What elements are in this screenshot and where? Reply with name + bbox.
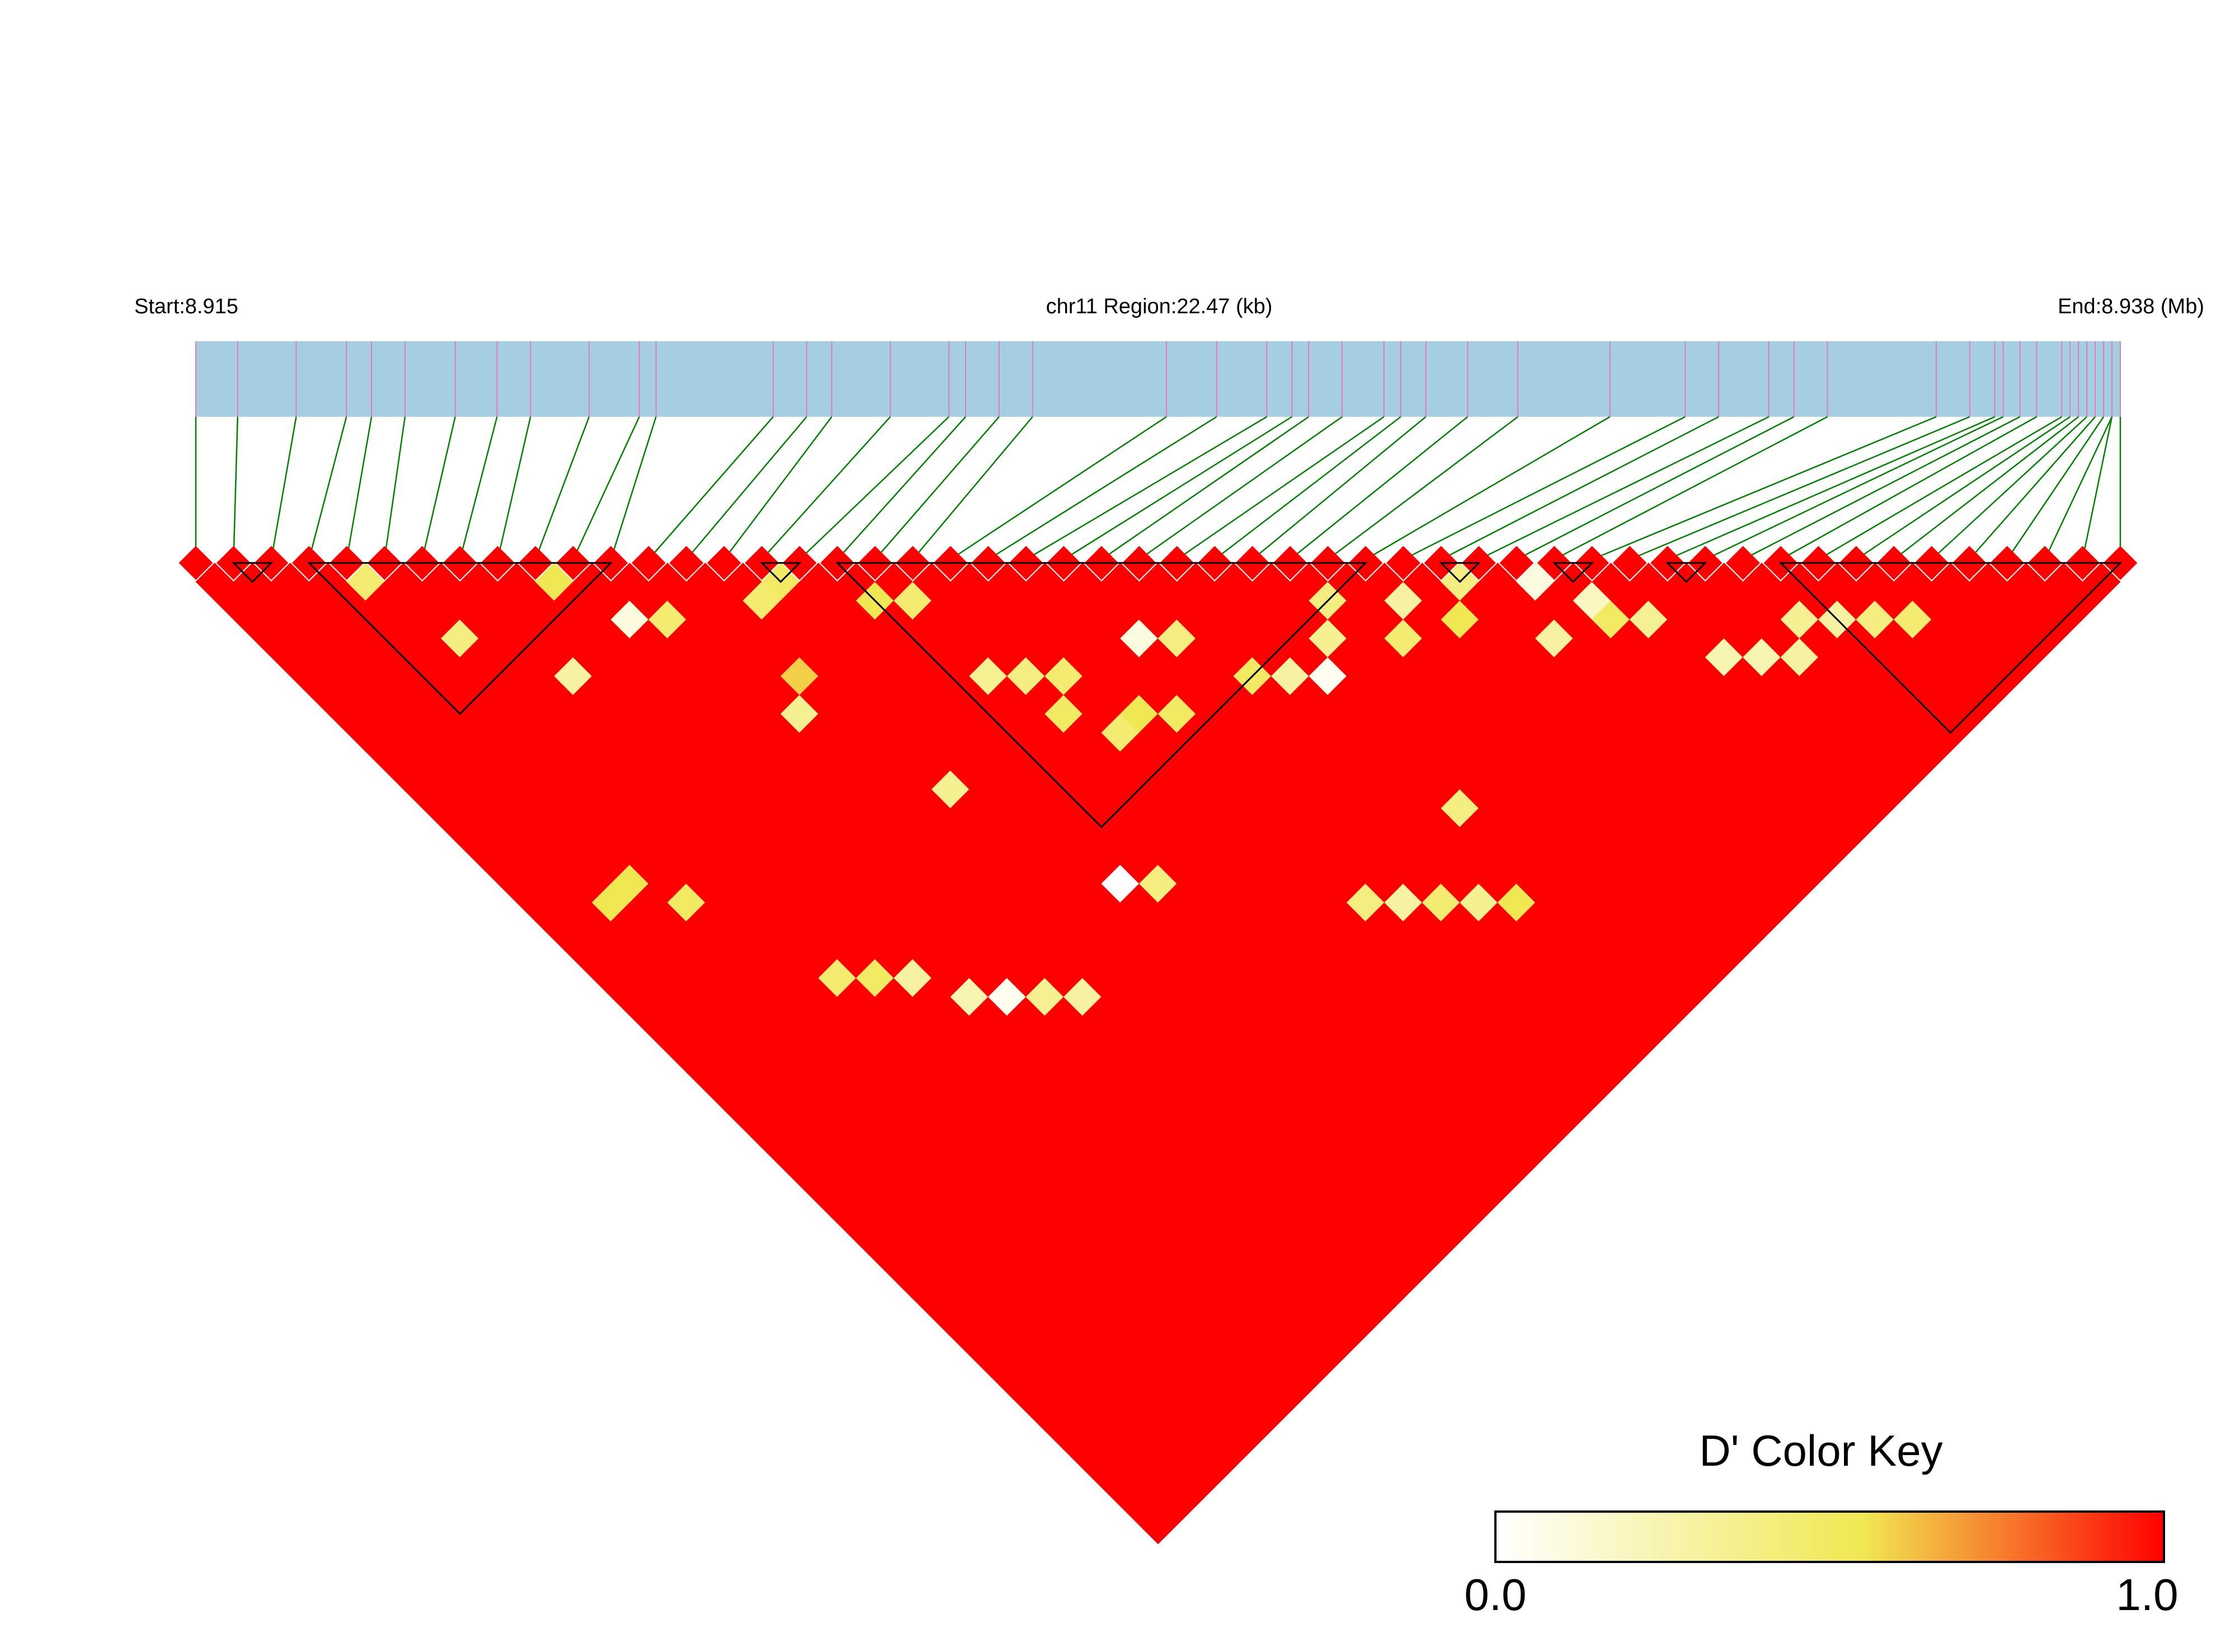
ld-block-outlines: [231, 562, 2123, 829]
ld-block-6: [1665, 562, 1707, 583]
snp-link-16: [799, 416, 949, 560]
snp-link-13: [685, 416, 807, 560]
snp-link-4: [346, 416, 373, 560]
snp-link-48: [2006, 416, 2105, 560]
snp-link-43: [1818, 416, 2062, 561]
snp-link-27: [1214, 416, 1401, 560]
snp-link-38: [1629, 416, 1970, 561]
snp-link-1: [233, 416, 239, 560]
snp-marker-32: [1386, 545, 1420, 580]
ld-block-0: [231, 562, 274, 583]
snp-link-2: [270, 416, 297, 560]
snp-marker-41: [1726, 545, 1760, 580]
snp-link-7: [459, 416, 498, 560]
snp-marker-35: [1499, 545, 1534, 580]
snp-link-8: [497, 416, 531, 560]
snp-link-44: [1856, 416, 2071, 561]
snp-link-23: [1063, 416, 1292, 561]
snp-link-31: [1365, 416, 1611, 561]
ld-cells: [178, 545, 2138, 1545]
snp-link-10: [572, 416, 640, 560]
snp-marker-14: [707, 545, 741, 580]
snp-link-33: [1441, 416, 1719, 561]
end-label: End:8.938 (Mb): [2058, 295, 2204, 318]
color-key-title: D' Color Key: [1699, 1426, 1942, 1475]
start-label: Start:8.915: [134, 295, 238, 318]
snp-link-42: [1780, 416, 2038, 561]
snp-link-49: [2044, 416, 2113, 560]
snp-link-18: [874, 416, 1000, 560]
snp-link-24: [1101, 416, 1309, 561]
ld-block-2: [760, 562, 802, 583]
snp-link-46: [1931, 416, 2088, 560]
snp-link-17: [836, 416, 966, 560]
snp-link-47: [1969, 416, 2096, 560]
ld-block-4: [1439, 562, 1481, 583]
snp-link-34: [1478, 416, 1770, 561]
snp-link-39: [1667, 416, 1996, 561]
snp-link-20: [950, 416, 1167, 561]
snp-link-30: [1327, 416, 1518, 560]
snp-link-41: [1742, 416, 2021, 561]
snp-link-45: [1893, 416, 2079, 560]
snp-marker-0: [178, 545, 213, 580]
snp-link-11: [610, 416, 657, 560]
snp-link-50: [2082, 416, 2113, 560]
region-bar: [196, 341, 2120, 417]
snp-marker-12: [632, 545, 666, 580]
snp-link-32: [1403, 416, 1686, 561]
ld-block-7: [1778, 562, 2123, 734]
color-key-gradient: [1494, 1510, 2165, 1563]
snp-link-9: [534, 416, 590, 560]
ld-block-1: [307, 562, 613, 716]
snp-link-14: [723, 416, 832, 560]
snp-link-12: [648, 416, 774, 560]
color-key: D' Color Key 0.0 1.0: [1464, 1426, 2178, 1620]
snp-connector-lines: [195, 416, 2121, 561]
snp-marker-13: [669, 545, 704, 580]
ld-block-5: [1552, 562, 1594, 583]
snp-link-36: [1554, 416, 1828, 561]
snp-link-6: [421, 416, 456, 560]
snp-link-22: [1025, 416, 1268, 561]
snp-link-25: [1138, 416, 1343, 561]
snp-link-19: [912, 416, 1033, 560]
color-key-min-label: 0.0: [1464, 1570, 1526, 1620]
snp-link-35: [1516, 416, 1795, 561]
snp-marker-38: [1612, 545, 1647, 580]
ld-block-3: [835, 562, 1368, 829]
snp-link-21: [987, 416, 1217, 561]
snp-link-28: [1251, 416, 1427, 560]
snp-link-5: [384, 416, 406, 560]
color-key-max-label: 1.0: [2116, 1570, 2178, 1620]
snp-link-26: [1177, 416, 1385, 561]
snp-link-37: [1592, 416, 1937, 561]
snp-link-29: [1290, 416, 1469, 560]
snp-link-15: [761, 416, 891, 560]
snp-link-40: [1705, 416, 2004, 561]
snp-link-3: [308, 416, 347, 560]
snp-position-ticks: [195, 341, 2121, 417]
region-label: chr11 Region:22.47 (kb): [1046, 295, 1273, 318]
